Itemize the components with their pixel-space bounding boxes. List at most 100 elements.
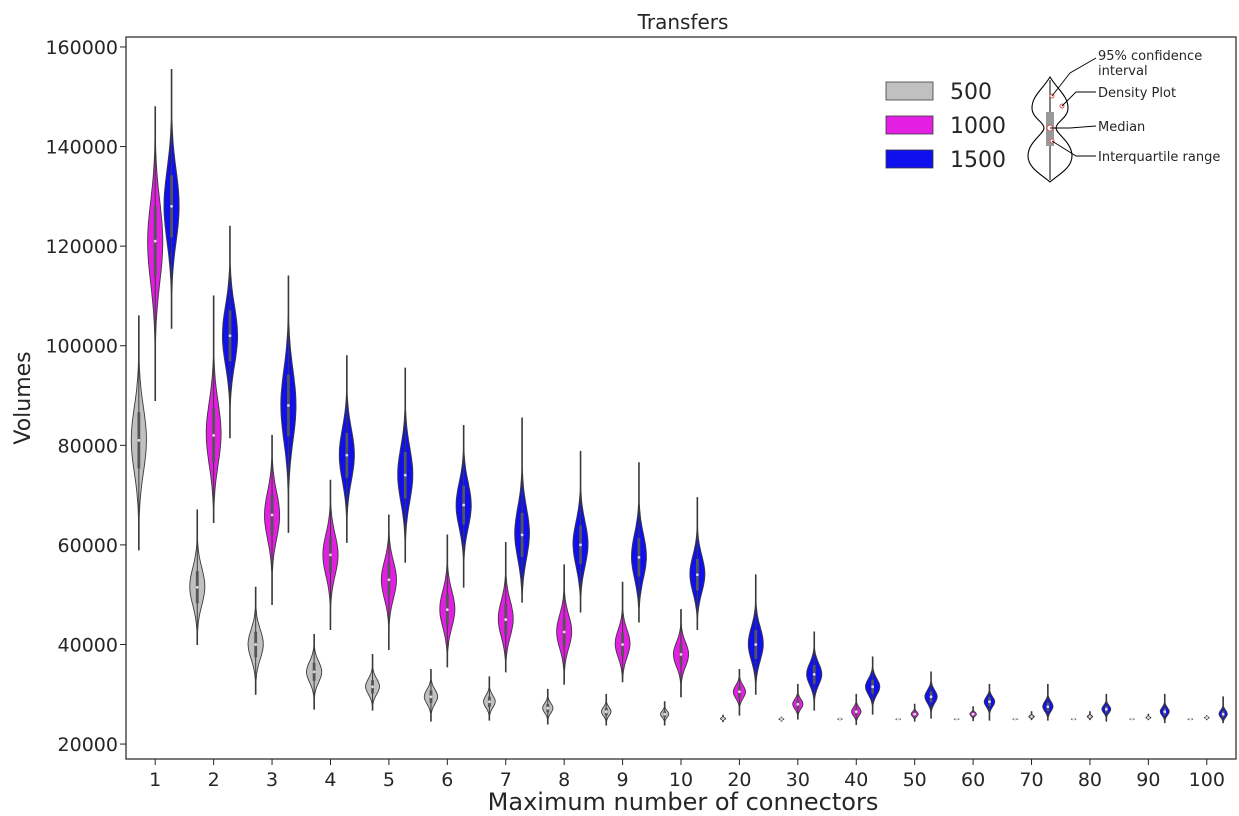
legend-label-1000: 1000: [950, 114, 1006, 139]
x-tick-label: 5: [383, 769, 395, 791]
legend-label-500: 500: [950, 80, 992, 105]
y-tick-label: 120000: [45, 236, 118, 258]
median-500-3: [254, 643, 258, 646]
x-tick-label: 100: [1189, 769, 1225, 791]
x-tick-label: 80: [1078, 769, 1102, 791]
median-500-10: [663, 712, 667, 716]
x-tick-label: 1: [149, 769, 161, 791]
median-1500-80: [1104, 707, 1108, 711]
median-1000-50: [913, 712, 917, 716]
median-1000-100: [1205, 716, 1209, 720]
annotation-label-ci-2: interval: [1098, 64, 1148, 79]
median-1500-6: [462, 503, 466, 507]
median-500-4: [312, 670, 316, 674]
median-1500-30: [812, 672, 816, 676]
annotation-density-leader: [1061, 91, 1096, 107]
median-1500-70: [1046, 705, 1050, 709]
y-tick-label: 40000: [58, 634, 118, 656]
x-tick-label: 60: [961, 769, 985, 791]
median-1000-4: [329, 553, 332, 557]
y-tick-label: 160000: [45, 37, 118, 59]
legend-label-1500: 1500: [950, 148, 1006, 173]
median-500-90: [1130, 717, 1134, 721]
median-500-100: [1189, 717, 1192, 721]
median-1500-4: [345, 453, 349, 457]
median-500-30: [780, 717, 783, 721]
median-1000-20: [738, 690, 741, 694]
median-500-40: [838, 717, 842, 721]
y-tick-label: 80000: [58, 435, 118, 457]
median-1000-80: [1088, 715, 1092, 719]
x-tick-label: 90: [1136, 769, 1160, 791]
median-1000-2: [212, 433, 216, 437]
median-500-80: [1072, 717, 1075, 721]
annotation-label-median: Median: [1098, 120, 1145, 135]
legend: 500 1000 1500: [885, 80, 1006, 173]
median-500-70: [1013, 717, 1017, 721]
median-500-8: [546, 706, 550, 710]
legend-swatch-1000: [885, 115, 934, 135]
x-tick-label: 50: [903, 769, 927, 791]
median-1500-2: [228, 334, 232, 338]
median-1000-90: [1146, 716, 1150, 720]
chart-title: Transfers: [637, 10, 729, 34]
median-1000-60: [971, 712, 975, 716]
x-tick-label: 4: [324, 769, 336, 791]
x-axis-label: Maximum number of connectors: [488, 788, 879, 816]
x-tick-label: 6: [441, 769, 453, 791]
median-500-1: [137, 438, 141, 442]
median-1000-9: [621, 643, 624, 646]
y-tick-label: 100000: [45, 336, 118, 358]
annotation-median-leader: [1050, 125, 1097, 129]
median-500-60: [955, 717, 959, 721]
legend-swatch-500: [885, 81, 934, 101]
y-axis-label: Volumes: [11, 351, 36, 444]
y-tick-label: 140000: [45, 137, 118, 159]
median-1500-100: [1221, 712, 1225, 716]
x-tick-label: 2: [208, 769, 220, 791]
median-1000-6: [445, 608, 449, 612]
x-tick-label: 30: [786, 769, 810, 791]
median-1500-1: [170, 204, 173, 208]
median-1500-60: [988, 700, 991, 704]
annotation-iqr-leader: [1051, 140, 1096, 157]
median-1000-10: [679, 653, 683, 656]
x-tick-label: 20: [727, 769, 751, 791]
median-1500-90: [1163, 710, 1167, 714]
median-1000-7: [504, 618, 508, 621]
violins: [130, 68, 1228, 726]
annotation-label-ci: 95% confidence: [1098, 49, 1202, 64]
annotation-label-density: Density Plot: [1098, 86, 1176, 101]
median-1500-7: [520, 533, 524, 537]
median-1000-40: [854, 710, 858, 714]
x-axis: 1 2 3 4 5 6 7 8 9 10 20 30 40 50 60 70 80 90 100: [149, 759, 1225, 791]
median-500-6: [429, 695, 433, 699]
legend-swatch-1500: [885, 149, 934, 169]
median-1000-3: [270, 513, 274, 517]
annotation-label-iqr: Interquartile range: [1098, 150, 1220, 165]
median-1500-20: [754, 643, 758, 646]
median-1000-5: [387, 578, 391, 582]
median-500-5: [371, 685, 374, 689]
x-tick-label: 9: [617, 769, 629, 791]
median-500-7: [487, 700, 491, 704]
median-1000-1: [153, 239, 157, 243]
median-1000-8: [562, 630, 566, 634]
median-1500-9: [637, 555, 641, 559]
median-1000-70: [1030, 715, 1033, 719]
median-1500-3: [287, 404, 290, 407]
x-tick-label: 3: [266, 769, 278, 791]
y-tick-label: 20000: [58, 734, 118, 756]
x-tick-label: 8: [558, 769, 570, 791]
median-1500-10: [695, 573, 699, 577]
x-tick-label: 10: [669, 769, 693, 791]
y-tick-label: 60000: [58, 535, 118, 557]
median-1500-40: [871, 685, 875, 689]
median-500-50: [896, 717, 900, 721]
annotation-ci-leader: [1051, 57, 1097, 97]
median-500-9: [604, 710, 608, 714]
median-1000-30: [796, 702, 800, 706]
median-500-20: [721, 717, 725, 721]
median-1500-50: [929, 695, 933, 699]
